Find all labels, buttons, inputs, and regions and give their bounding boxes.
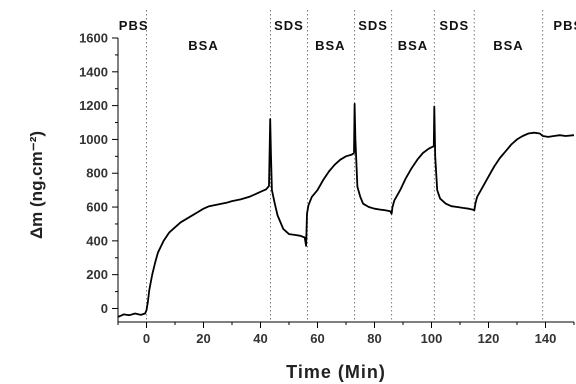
- y-tick-label: 600: [86, 200, 108, 215]
- y-tick-label: 1000: [79, 132, 108, 147]
- x-tick-label: 60: [310, 331, 324, 346]
- phase-label: BSA: [188, 38, 218, 53]
- phase-label: BSA: [315, 38, 345, 53]
- y-tick-label: 1600: [79, 31, 108, 46]
- phase-labels: PBS BSA SDS BSA SDS BSA SDS BSA PBS: [119, 18, 576, 53]
- x-axis-title: Time (Min): [286, 362, 386, 382]
- y-tick-label: 1400: [79, 64, 108, 79]
- phase-label: BSA: [493, 38, 523, 53]
- x-tick-label: 140: [535, 331, 557, 346]
- y-tick-label: 0: [101, 301, 108, 316]
- phase-label: SDS: [358, 18, 388, 33]
- axes: 0 200 400 600 800 1000 1200 1400 1600 0 20 40 60 80 10…: [79, 31, 575, 346]
- series-line: [117, 103, 575, 318]
- x-tick-label: 20: [196, 331, 210, 346]
- phase-label: BSA: [398, 38, 428, 53]
- y-tick-label: 800: [86, 166, 108, 181]
- x-tick-label: 0: [143, 331, 150, 346]
- y-tick-label: 400: [86, 233, 108, 248]
- y-tick-label: 1200: [79, 98, 108, 113]
- y-tick-label: 200: [86, 267, 108, 282]
- x-tick-label: 100: [421, 331, 443, 346]
- y-axis-title: Δm (ng.cm⁻²): [27, 131, 46, 239]
- phase-label: PBS: [553, 18, 576, 33]
- x-tick-label: 80: [367, 331, 381, 346]
- phase-label: PBS: [119, 18, 149, 33]
- series-layer: [117, 103, 575, 318]
- x-tick-label: 120: [478, 331, 500, 346]
- phase-label: SDS: [439, 18, 469, 33]
- phase-markers: [146, 10, 544, 322]
- phase-label: SDS: [274, 18, 304, 33]
- x-tick-label: 40: [253, 331, 267, 346]
